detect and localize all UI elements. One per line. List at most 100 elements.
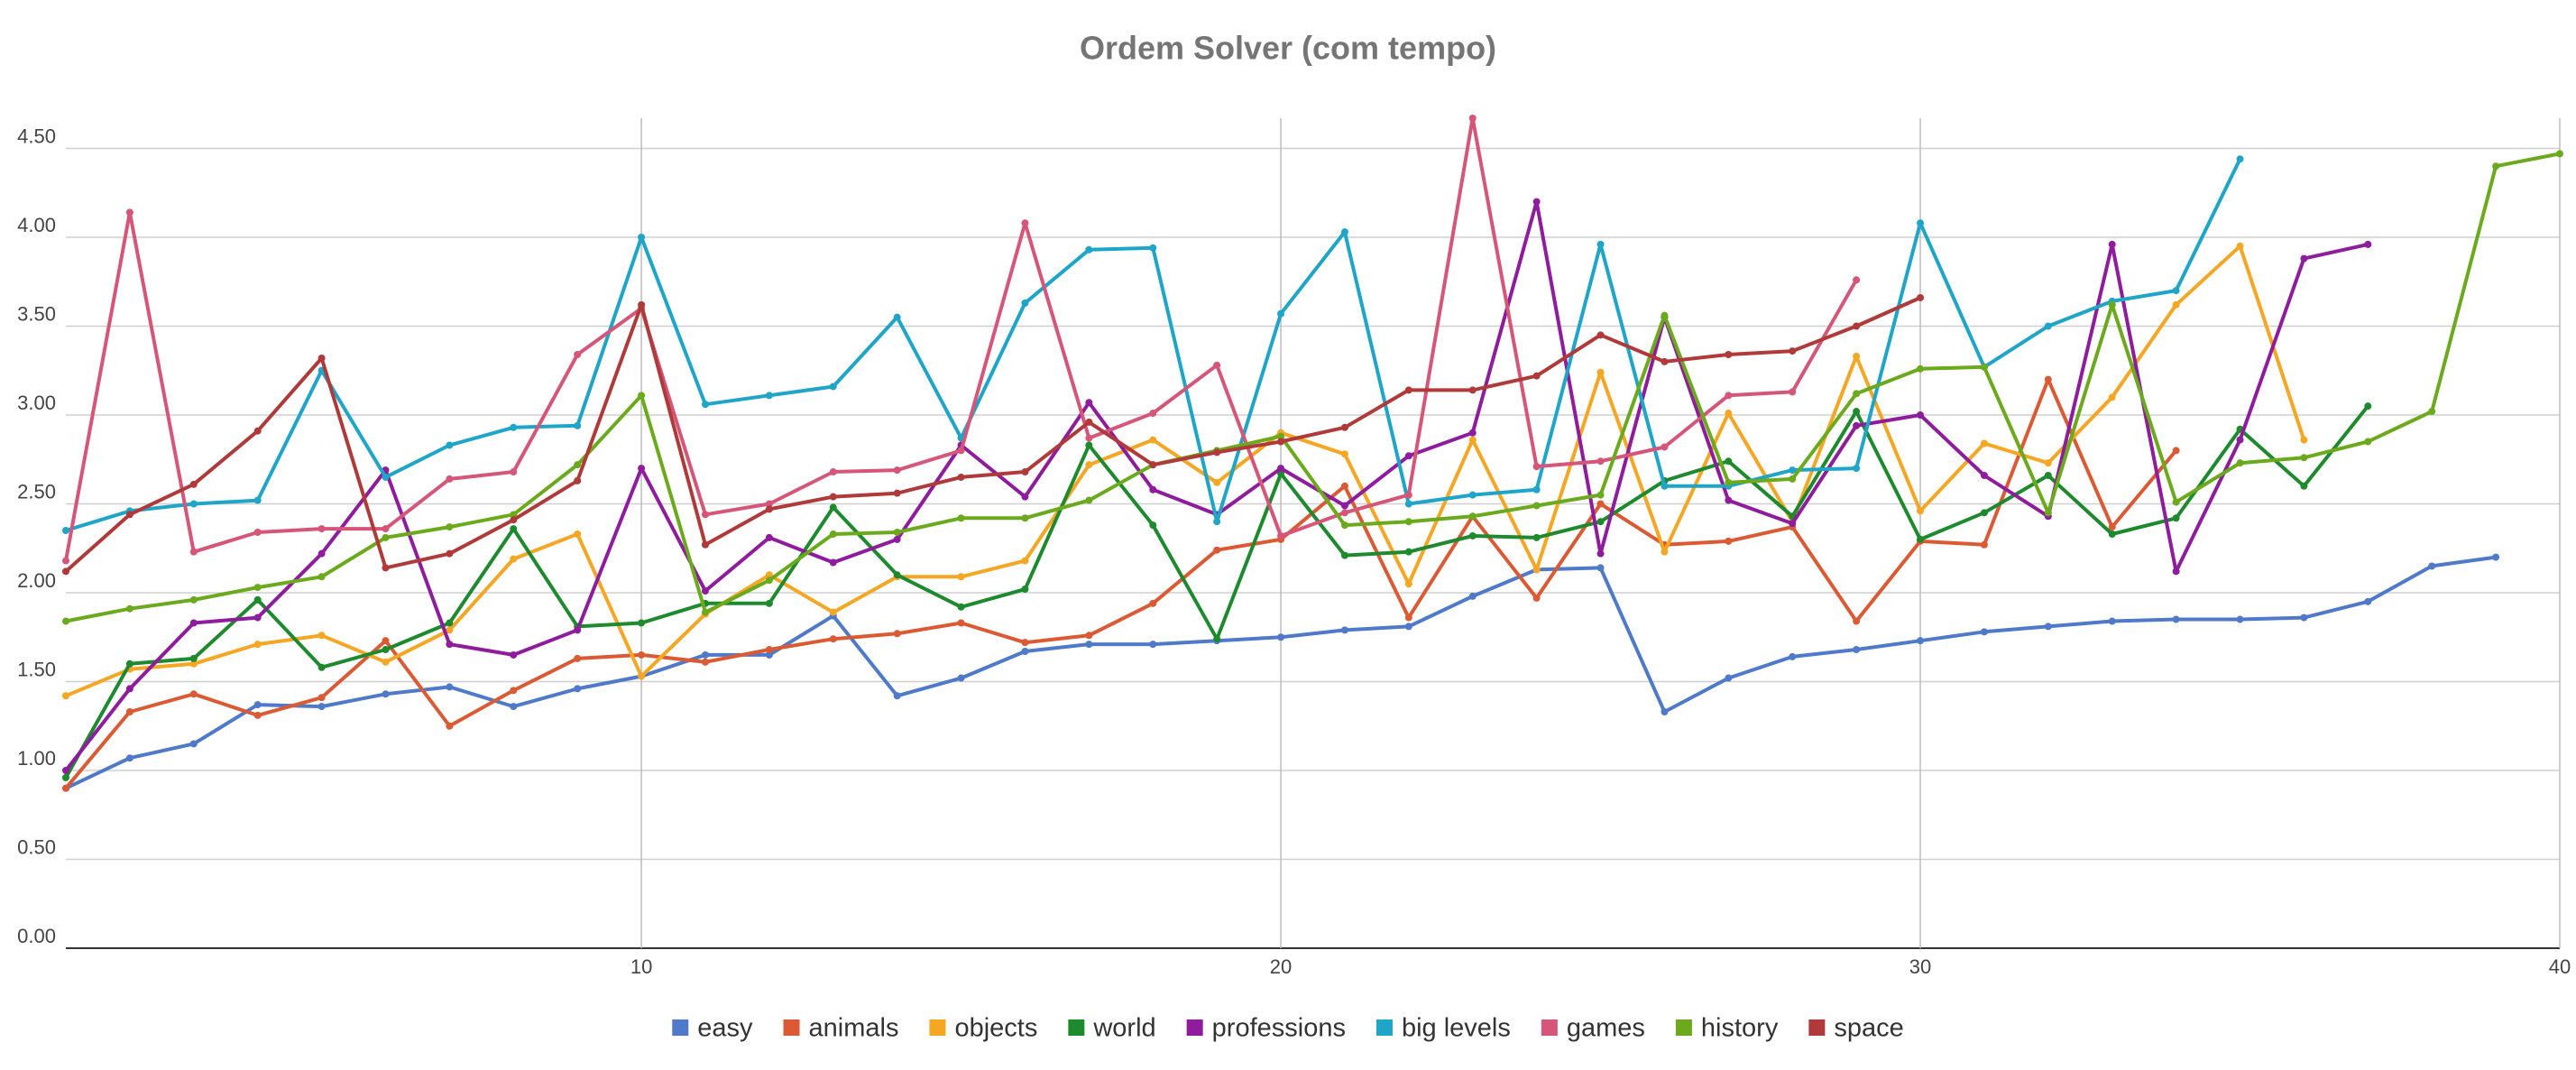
- data-point: [2108, 523, 2116, 531]
- data-point: [446, 619, 454, 627]
- data-point: [253, 496, 262, 504]
- legend: easy animals objects world professions big le…: [672, 1014, 1904, 1043]
- data-point: [1725, 410, 1733, 418]
- data-point: [446, 523, 454, 531]
- data-point: [2172, 514, 2180, 522]
- data-point: [1596, 491, 1605, 499]
- data-point: [2364, 597, 2372, 605]
- data-point: [893, 571, 901, 579]
- data-point: [638, 465, 646, 473]
- data-point: [1980, 540, 1988, 549]
- y-tick-label: 4.50: [17, 125, 56, 147]
- data-point: [765, 646, 773, 654]
- data-point: [1725, 457, 1733, 466]
- data-point: [1917, 219, 1925, 227]
- data-point: [1085, 418, 1093, 426]
- data-point: [1789, 466, 1797, 475]
- data-point: [1149, 485, 1157, 493]
- data-point: [1468, 512, 1477, 521]
- legend-label: history: [1701, 1014, 1779, 1043]
- data-point: [1596, 518, 1605, 526]
- data-point: [829, 608, 837, 616]
- data-point: [701, 511, 709, 519]
- data-point: [1149, 244, 1157, 252]
- data-point: [510, 516, 518, 524]
- data-point: [2172, 615, 2180, 623]
- data-point: [1021, 586, 1029, 594]
- data-point: [638, 672, 646, 680]
- data-point: [510, 423, 518, 431]
- data-point: [317, 632, 326, 640]
- data-point: [1149, 436, 1157, 444]
- legend-swatch: [1808, 1019, 1826, 1036]
- legend-item: professions: [1186, 1014, 1346, 1043]
- data-point: [1661, 482, 1669, 490]
- data-point: [1853, 352, 1861, 360]
- data-point: [1340, 450, 1348, 458]
- data-point: [1789, 388, 1797, 396]
- data-point: [1596, 457, 1605, 466]
- data-point: [2300, 482, 2308, 490]
- data-point: [893, 535, 901, 543]
- legend-label: world: [1092, 1014, 1155, 1043]
- data-point: [317, 354, 326, 362]
- data-point: [125, 604, 133, 613]
- data-point: [1085, 441, 1093, 449]
- data-point: [1021, 493, 1029, 501]
- data-point: [1149, 521, 1157, 530]
- data-point: [1917, 637, 1925, 645]
- data-point: [446, 475, 454, 483]
- data-point: [1404, 613, 1412, 622]
- data-point: [1532, 372, 1541, 380]
- data-point: [317, 663, 326, 671]
- data-point: [2556, 150, 2563, 158]
- data-point: [62, 692, 69, 700]
- data-point: [957, 447, 965, 455]
- data-point: [701, 587, 709, 595]
- data-point: [253, 641, 262, 649]
- data-point: [1021, 219, 1029, 227]
- data-point: [62, 773, 69, 781]
- legend-swatch: [1068, 1019, 1085, 1036]
- legend-item: animals: [783, 1014, 898, 1043]
- data-point: [510, 687, 518, 695]
- data-point: [1980, 628, 1988, 636]
- series-line: [64, 377, 2178, 789]
- data-point: [1725, 351, 1733, 359]
- data-point: [2172, 498, 2180, 506]
- data-point: [1149, 599, 1157, 607]
- data-point: [189, 740, 198, 748]
- data-point: [1853, 390, 1861, 398]
- data-point: [1661, 443, 1669, 451]
- data-point: [2044, 322, 2052, 330]
- data-point: [1853, 646, 1861, 654]
- data-point: [382, 525, 390, 533]
- data-point: [1404, 580, 1412, 588]
- data-point: [574, 530, 582, 538]
- data-point: [510, 468, 518, 476]
- data-point: [125, 660, 133, 668]
- data-point: [2044, 375, 2052, 383]
- data-point: [1149, 641, 1157, 649]
- series-line: [65, 244, 2306, 698]
- data-point: [765, 533, 773, 541]
- data-point: [1789, 347, 1797, 355]
- data-point: [829, 530, 837, 538]
- data-point: [1213, 518, 1221, 526]
- data-point: [1213, 635, 1221, 643]
- data-point: [1277, 309, 1285, 318]
- data-point: [446, 683, 454, 691]
- data-point: [2300, 436, 2308, 444]
- data-point: [1917, 293, 1925, 301]
- legend-item: world: [1068, 1014, 1156, 1043]
- data-point: [701, 608, 709, 616]
- data-point: [574, 685, 582, 693]
- data-point: [125, 511, 133, 519]
- data-point: [2172, 567, 2180, 576]
- data-point: [1021, 299, 1029, 307]
- data-point: [382, 564, 390, 572]
- data-point: [638, 392, 646, 400]
- y-tick-label: 2.00: [17, 569, 56, 592]
- data-point: [1404, 518, 1412, 526]
- data-point: [317, 703, 326, 711]
